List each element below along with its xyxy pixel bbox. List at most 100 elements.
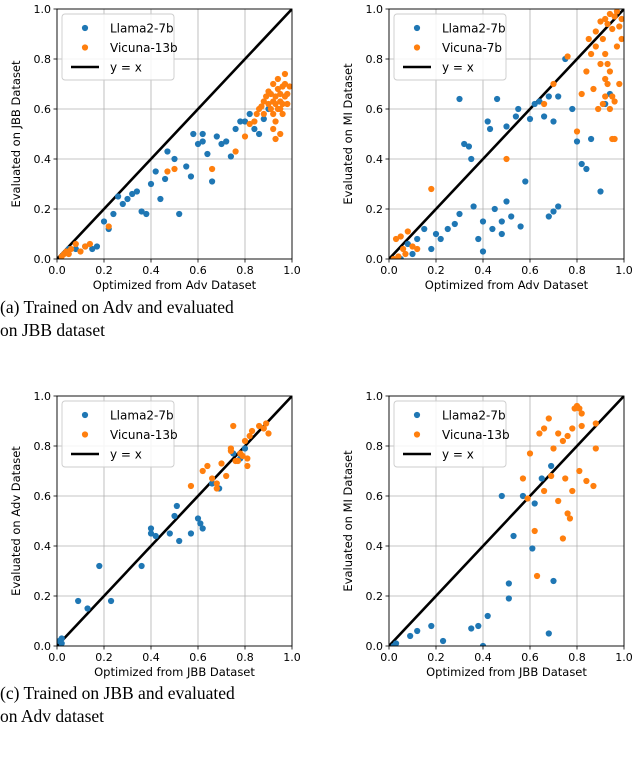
data-point-llama2-7b [119, 200, 126, 208]
data-point-vicuna-7b [397, 233, 404, 240]
data-point-vicuna-13b [171, 165, 178, 173]
data-point-vicuna-7b [590, 85, 597, 93]
data-point-llama2-7b [583, 165, 590, 173]
legend-point-marker [413, 431, 421, 438]
data-point-llama2-7b [578, 160, 585, 168]
data-point-vicuna-13b [241, 133, 249, 140]
data-point-llama2-7b [536, 98, 543, 105]
data-point-llama2-7b [428, 245, 435, 253]
data-point-llama2-7b [498, 230, 505, 238]
y-tick-label: 0.4 [34, 153, 52, 166]
y-axis-label: Evaluated on JBB Dataset [9, 60, 23, 208]
data-point-llama2-7b [456, 95, 463, 103]
x-tick-label: 0.0 [380, 264, 398, 277]
data-point-vicuna-7b [599, 100, 606, 108]
data-point-vicuna-7b [602, 93, 609, 100]
data-point-vicuna-13b [559, 437, 567, 445]
data-point-vicuna-13b [244, 462, 251, 470]
data-point-vicuna-13b [204, 462, 211, 470]
x-tick-label: 0.0 [48, 651, 66, 664]
data-point-llama2-7b [479, 218, 487, 225]
data-point-llama2-7b [129, 190, 136, 198]
figure-caption: on Adv dataset [0, 706, 104, 726]
data-point-vicuna-13b [199, 467, 206, 475]
data-point-llama2-7b [162, 175, 169, 183]
data-point-vicuna-7b [611, 98, 618, 105]
data-point-vicuna-13b [277, 105, 284, 113]
data-point-llama2-7b [218, 140, 225, 148]
data-point-vicuna-13b [270, 80, 277, 88]
y-tick-label: 0.0 [366, 640, 384, 653]
y-tick-label: 0.6 [34, 103, 52, 116]
data-point-vicuna-13b [267, 105, 274, 113]
data-point-llama2-7b [223, 138, 230, 145]
y-tick-label: 0.0 [34, 640, 52, 653]
data-point-vicuna-7b [595, 105, 602, 113]
data-point-llama2-7b [147, 530, 155, 537]
data-point-vicuna-13b [253, 110, 260, 118]
data-point-llama2-7b [550, 118, 557, 125]
data-point-llama2-7b [194, 140, 202, 148]
data-point-vicuna-13b [286, 83, 292, 90]
data-point-llama2-7b [152, 532, 159, 540]
data-point-llama2-7b [468, 625, 475, 632]
data-point-llama2-7b [465, 143, 472, 150]
data-point-vicuna-7b [606, 10, 614, 18]
data-point-vicuna-13b [105, 223, 112, 230]
data-point-vicuna-13b [545, 415, 552, 422]
data-point-vicuna-13b [284, 90, 291, 98]
data-point-vicuna-13b [263, 93, 270, 100]
data-point-llama2-7b [176, 537, 183, 545]
data-point-llama2-7b [392, 640, 400, 646]
data-point-vicuna-13b [550, 445, 557, 452]
data-point-vicuna-7b [573, 128, 581, 135]
x-tick-label: 0.2 [95, 264, 113, 277]
data-point-llama2-7b [171, 155, 178, 163]
data-point-vicuna-13b [569, 425, 576, 432]
data-point-vicuna-7b [602, 75, 609, 83]
data-point-vicuna-7b [400, 245, 407, 253]
data-point-llama2-7b [421, 225, 428, 233]
data-point-llama2-7b [491, 205, 498, 213]
legend-point-marker [81, 44, 89, 51]
x-tick-label: 0.6 [189, 264, 207, 277]
data-point-vicuna-7b [604, 60, 611, 68]
x-tick-label: 0.6 [189, 651, 207, 664]
data-point-llama2-7b [107, 597, 115, 605]
data-point-vicuna-13b [274, 75, 281, 83]
data-point-vicuna-13b [213, 485, 220, 492]
data-point-vicuna-7b [503, 155, 510, 163]
data-point-llama2-7b [479, 248, 487, 255]
legend-label: Vicuna-13b [110, 41, 178, 55]
data-point-vicuna-13b [576, 467, 583, 475]
data-point-vicuna-13b [260, 98, 267, 105]
x-tick-label: 0.6 [521, 651, 539, 664]
data-point-llama2-7b [526, 115, 534, 123]
data-point-vicuna-7b [583, 68, 590, 75]
x-tick-label: 0.2 [95, 651, 113, 664]
data-point-vicuna-13b [564, 432, 571, 440]
data-point-llama2-7b [475, 622, 482, 630]
data-point-llama2-7b [176, 210, 183, 218]
plot-frame [56, 8, 293, 260]
legend: Llama2-7b Vicuna-13b y = x [61, 400, 178, 468]
x-tick-label: 1.0 [283, 264, 301, 277]
x-tick-label: 0.4 [474, 651, 492, 664]
data-point-vicuna-13b [230, 422, 237, 430]
data-point-vicuna-13b [524, 495, 531, 502]
data-point-vicuna-13b [555, 497, 562, 505]
data-point-llama2-7b [138, 562, 145, 570]
data-point-vicuna-13b [82, 243, 89, 250]
data-point-llama2-7b [173, 502, 180, 510]
x-tick-label: 0.0 [48, 264, 66, 277]
legend-label: Llama2-7b [442, 22, 506, 36]
data-point-vicuna-7b [541, 100, 548, 108]
data-point-vicuna-7b [550, 80, 557, 88]
data-point-vicuna-7b [609, 135, 616, 143]
y-tick-label: 0.4 [366, 540, 384, 553]
data-point-llama2-7b [489, 225, 496, 233]
y-tick-label: 0.2 [366, 203, 384, 216]
data-point-llama2-7b [199, 525, 206, 532]
data-point-vicuna-13b [218, 460, 225, 467]
x-axis-label: Optimized from JBB Dataset [426, 665, 587, 679]
